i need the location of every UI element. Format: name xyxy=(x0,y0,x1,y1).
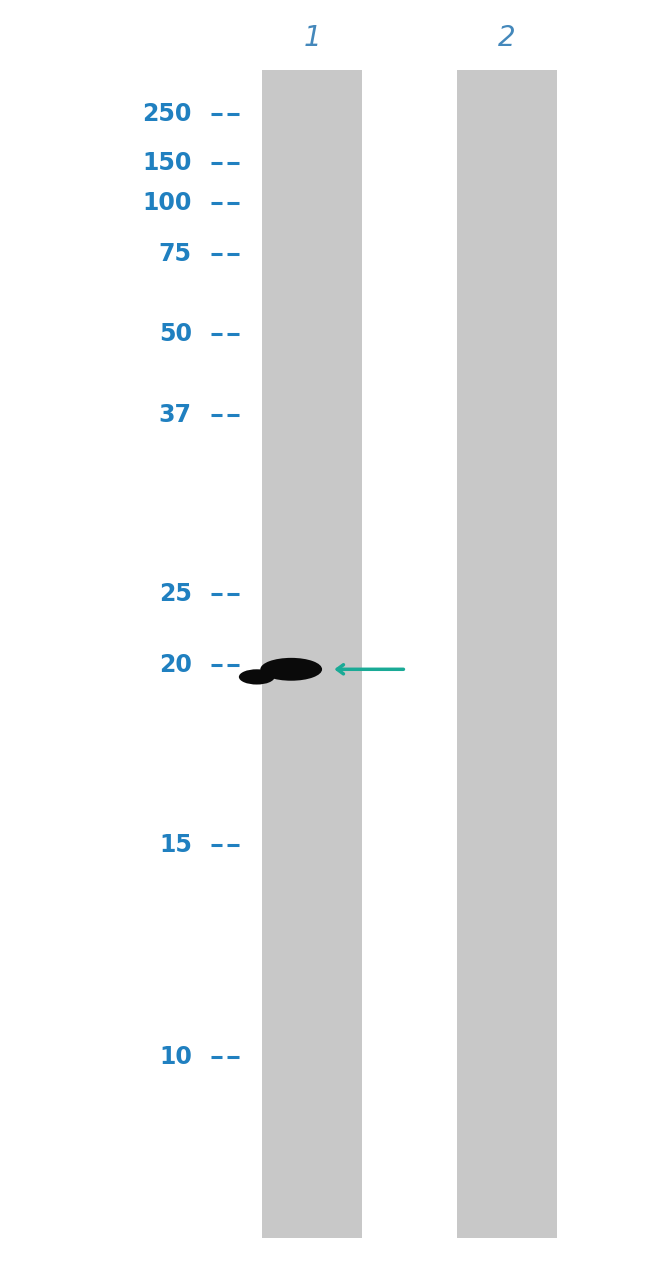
Text: 20: 20 xyxy=(159,654,192,677)
Text: 100: 100 xyxy=(142,192,192,215)
Text: 150: 150 xyxy=(142,151,192,174)
Text: 2: 2 xyxy=(498,24,516,52)
Text: 37: 37 xyxy=(159,404,192,427)
Text: 25: 25 xyxy=(159,583,192,606)
Text: 75: 75 xyxy=(159,243,192,265)
Text: 15: 15 xyxy=(159,833,192,856)
Ellipse shape xyxy=(260,658,322,681)
Text: 10: 10 xyxy=(159,1045,192,1068)
Text: 250: 250 xyxy=(142,103,192,126)
Text: 1: 1 xyxy=(303,24,321,52)
Ellipse shape xyxy=(239,669,274,685)
Text: 50: 50 xyxy=(159,323,192,345)
Bar xyxy=(456,70,558,1238)
Bar xyxy=(261,70,363,1238)
